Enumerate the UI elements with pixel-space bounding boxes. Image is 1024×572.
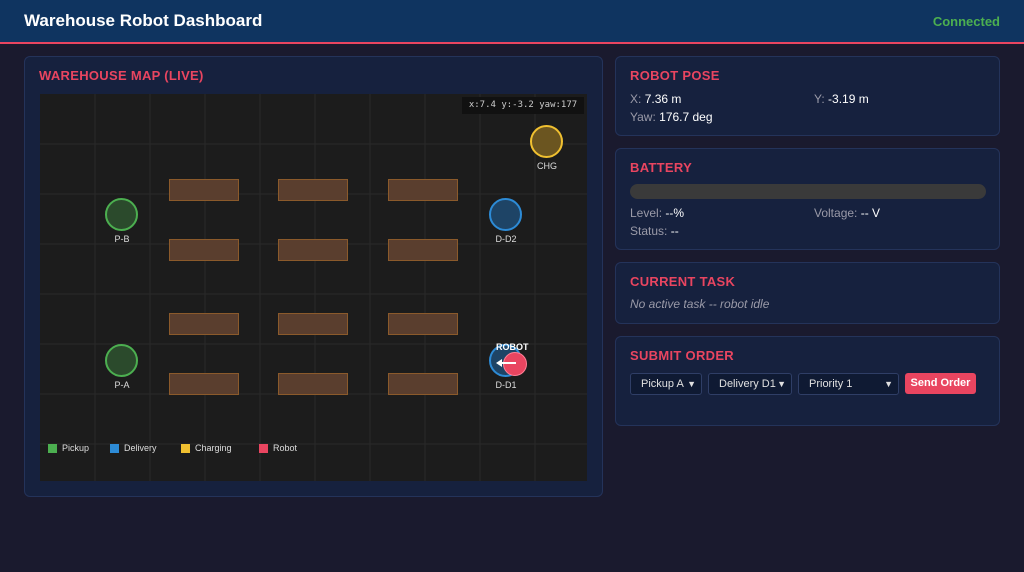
coordinate-readout: x:7.4 y:-3.2 yaw:177 — [462, 97, 584, 114]
warehouse-map[interactable]: x:7.4 y:-3.2 yaw:177 CHG P-B D-D2 P-A D-… — [40, 94, 587, 481]
pose-y-value: -3.19 m — [828, 92, 869, 106]
delivery-station-d2[interactable] — [489, 198, 522, 231]
legend-label-pickup: Pickup — [62, 443, 90, 453]
battery-status-label: Status: — [630, 224, 668, 238]
priority-select-value: Priority 1 — [809, 378, 853, 390]
battery-voltage-value: -- V — [860, 206, 881, 220]
shelf — [278, 239, 348, 261]
battery-status-value: -- — [670, 224, 679, 238]
battery-level: Level: --% — [630, 206, 684, 220]
shelf — [169, 179, 239, 201]
battery-voltage: Voltage: -- V — [814, 206, 880, 220]
legend-label-delivery: Delivery — [124, 443, 157, 453]
delivery-select[interactable]: Delivery D1 ▼ — [708, 373, 792, 395]
current-task-panel: CURRENT TASK No active task -- robot idl… — [615, 262, 1000, 324]
map-panel-title: WAREHOUSE MAP (LIVE) — [39, 68, 204, 83]
battery-bar — [630, 184, 986, 199]
warehouse-map-panel: WAREHOUSE MAP (LIVE) x:7.4 y:-3.2 yaw:17… — [24, 56, 603, 497]
pose-panel-title: ROBOT POSE — [630, 68, 720, 83]
app-title: Warehouse Robot Dashboard — [24, 11, 263, 30]
chevron-down-icon: ▼ — [687, 379, 696, 389]
station-label-pickup-b: P-B — [114, 234, 130, 244]
shelf — [169, 239, 239, 261]
station-label-delivery-d2: D-D2 — [495, 234, 517, 244]
priority-select[interactable]: Priority 1 ▼ — [798, 373, 899, 395]
station-label-pickup-a: P-A — [114, 380, 130, 390]
battery-level-value: --% — [665, 206, 685, 220]
legend-pickup: Pickup — [48, 443, 89, 453]
pickup-select[interactable]: Pickup A ▼ — [630, 373, 702, 395]
shelf — [388, 313, 458, 335]
robot-marker[interactable] — [503, 352, 527, 376]
pose-yaw: Yaw: 176.7 deg — [630, 110, 713, 124]
legend-robot: Robot — [259, 443, 297, 453]
chevron-down-icon: ▼ — [777, 379, 786, 389]
heading-arrow-icon — [498, 362, 516, 364]
robot-pose-panel: ROBOT POSE X: 7.36 m Y: -3.19 m Yaw: 176… — [615, 56, 1000, 136]
shelf — [388, 373, 458, 395]
pickup-station-b[interactable] — [105, 198, 138, 231]
shelf — [278, 373, 348, 395]
station-label-delivery-d1: D-D1 — [495, 380, 517, 390]
pose-x-value: 7.36 m — [644, 92, 682, 106]
task-panel-title: CURRENT TASK — [630, 274, 736, 289]
heading-arrow-tip — [496, 359, 502, 367]
battery-level-label: Level: — [630, 206, 663, 220]
battery-panel-title: BATTERY — [630, 160, 693, 175]
shelf — [169, 373, 239, 395]
battery-voltage-label: Voltage: — [814, 206, 858, 220]
legend-charging: Charging — [181, 443, 232, 453]
shelf — [278, 313, 348, 335]
legend-swatch-charging — [181, 443, 190, 453]
pose-x: X: 7.36 m — [630, 92, 681, 106]
legend-swatch-robot — [259, 443, 268, 453]
robot-label: ROBOT — [496, 342, 529, 352]
order-panel-title: SUBMIT ORDER — [630, 348, 734, 363]
pickup-station-a[interactable] — [105, 344, 138, 377]
shelf — [278, 179, 348, 201]
pose-yaw-value: 176.7 deg — [659, 110, 713, 124]
shelf — [388, 179, 458, 201]
top-bar: Warehouse Robot Dashboard Connected — [0, 0, 1024, 44]
legend-swatch-pickup — [48, 443, 57, 453]
pose-x-label: X: — [630, 92, 642, 106]
submit-order-panel: SUBMIT ORDER Pickup A ▼ Delivery D1 ▼ Pr… — [615, 336, 1000, 426]
pose-y: Y: -3.19 m — [814, 92, 869, 106]
pickup-select-value: Pickup A — [641, 378, 684, 390]
legend-label-charging: Charging — [195, 443, 232, 453]
pose-y-label: Y: — [814, 92, 825, 106]
charging-station[interactable] — [530, 125, 563, 158]
send-order-button[interactable]: Send Order — [905, 373, 976, 394]
battery-panel: BATTERY Level: --% Voltage: -- V Status:… — [615, 148, 1000, 250]
chevron-down-icon: ▼ — [884, 379, 893, 389]
task-status-text: No active task -- robot idle — [630, 297, 770, 311]
battery-status: Status: -- — [630, 224, 679, 238]
shelf — [169, 313, 239, 335]
delivery-select-value: Delivery D1 — [719, 378, 776, 390]
connection-status: Connected — [932, 14, 1000, 29]
pose-yaw-label: Yaw: — [630, 110, 656, 124]
legend-delivery: Delivery — [110, 443, 157, 453]
map-grid — [40, 94, 587, 481]
station-label-charging: CHG — [537, 161, 557, 171]
legend-label-robot: Robot — [273, 443, 298, 453]
legend-swatch-delivery — [110, 443, 119, 453]
shelf — [388, 239, 458, 261]
